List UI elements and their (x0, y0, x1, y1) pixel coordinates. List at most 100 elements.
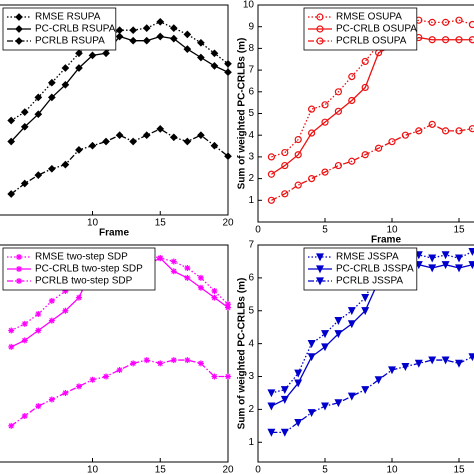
series-line (271, 264, 473, 407)
marker (468, 36, 474, 44)
marker (62, 307, 69, 314)
marker (455, 359, 463, 368)
marker (455, 36, 463, 44)
x-tick-label: 5 (322, 465, 328, 474)
marker (415, 127, 423, 135)
y-tick-label: 4 (248, 338, 254, 349)
marker (35, 327, 42, 334)
legend-label: PCRLB JSSPA (336, 276, 403, 287)
legend-marker (316, 13, 324, 21)
x-tick-label: 10 (386, 225, 398, 236)
marker (280, 428, 289, 437)
marker (334, 107, 342, 115)
marker (75, 146, 83, 154)
marker (183, 45, 192, 53)
marker (210, 141, 219, 150)
marker (142, 24, 151, 32)
marker (348, 157, 356, 165)
marker (156, 125, 165, 133)
legend-marker (316, 25, 324, 33)
marker (88, 141, 97, 150)
marker (294, 418, 303, 427)
marker (102, 49, 110, 58)
legend-marker (15, 25, 23, 33)
marker (280, 386, 289, 395)
legend-label: RMSE two-step SDP (35, 252, 128, 263)
marker (103, 373, 110, 380)
marker (48, 164, 56, 173)
marker (442, 18, 450, 26)
marker (143, 357, 150, 364)
marker (211, 294, 218, 301)
marker (129, 26, 137, 35)
marker (401, 131, 409, 139)
marker (8, 343, 15, 350)
marker (75, 294, 82, 301)
marker (211, 373, 218, 380)
legend-marker (16, 266, 22, 272)
x-tick-label: 10 (87, 465, 99, 474)
marker (48, 93, 56, 102)
y-tick-label: 5 (248, 305, 254, 316)
marker (388, 138, 396, 146)
legend-marker (316, 37, 324, 45)
legend-marker (316, 253, 324, 262)
marker (455, 254, 463, 263)
marker (102, 137, 110, 146)
x-tick-label: 0 (255, 225, 261, 236)
x-tick-label: 0 (255, 465, 261, 474)
marker (157, 255, 164, 262)
marker (75, 49, 83, 58)
marker (170, 258, 177, 265)
marker (280, 395, 289, 404)
marker (428, 254, 437, 263)
marker (34, 93, 43, 102)
marker (7, 190, 16, 198)
y-tick-label: 3 (248, 371, 254, 382)
marker (169, 24, 178, 32)
marker (169, 133, 178, 142)
marker (321, 343, 329, 352)
y-tick-label: 2 (248, 404, 254, 415)
marker (442, 127, 450, 135)
marker (468, 20, 474, 29)
y-tick-label: 7 (248, 65, 254, 76)
marker (468, 125, 474, 133)
legend-label: PC-CRLB OSUPA (336, 24, 417, 35)
marker (334, 330, 343, 339)
marker (308, 105, 316, 113)
marker (21, 412, 28, 419)
marker (334, 399, 343, 408)
marker (307, 409, 316, 418)
marker (374, 376, 383, 385)
marker (224, 68, 232, 77)
marker (184, 265, 191, 272)
marker (183, 137, 192, 146)
marker (361, 57, 369, 66)
marker (20, 179, 29, 188)
marker (441, 356, 450, 365)
marker (294, 379, 303, 388)
marker (294, 369, 303, 378)
legend-label: PCRLB OSUPA (336, 36, 407, 47)
marker (321, 168, 329, 176)
marker (361, 386, 370, 395)
marker (35, 403, 42, 410)
marker (170, 357, 177, 364)
marker (75, 64, 83, 72)
marker (115, 131, 124, 140)
series-line (271, 19, 473, 158)
marker (183, 30, 192, 39)
marker (428, 36, 436, 44)
series-line (10, 359, 228, 427)
y-axis-label: Sum of weighted PC-CRLBs (m) (237, 278, 248, 430)
series-line (271, 356, 473, 434)
marker (116, 366, 123, 373)
y-tick-label: 1 (248, 437, 254, 448)
marker (348, 96, 356, 105)
marker (347, 392, 356, 401)
marker (334, 317, 343, 325)
